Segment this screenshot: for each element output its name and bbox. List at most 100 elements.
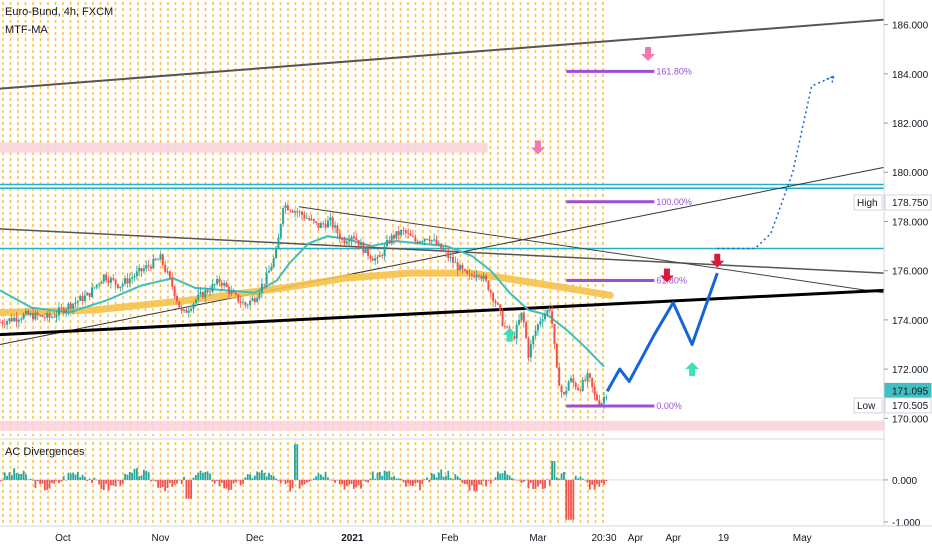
ac-bar: [419, 479, 421, 491]
candles-layer: [0, 201, 608, 410]
ac-bar: [367, 479, 369, 483]
candle-body: [558, 367, 561, 386]
candle-body: [334, 225, 337, 228]
ac-bar: [567, 479, 570, 520]
down-arrow-icon: [659, 268, 674, 283]
candle-body: [357, 240, 360, 246]
symbol-title[interactable]: Euro-Bund, 4h, FXCM: [5, 6, 114, 18]
candle-body: [520, 312, 523, 321]
candle-body: [447, 251, 450, 258]
candle-body: [565, 390, 568, 394]
fib-level-label: 61.80%: [656, 276, 687, 286]
proj-layer: [605, 74, 835, 392]
indicator-label[interactable]: MTF-MA: [5, 24, 48, 36]
ac-bar: [312, 478, 315, 480]
candle-body: [400, 229, 403, 236]
ac-bar: [336, 479, 339, 481]
candle-body: [242, 302, 245, 304]
ac-bar: [124, 473, 126, 480]
ac-bar: [532, 479, 535, 490]
candle-body: [69, 303, 72, 309]
candle-body: [501, 310, 504, 327]
ac-bar: [17, 473, 20, 480]
candle-body: [463, 269, 466, 271]
ac-bar: [579, 476, 582, 480]
ac-bar: [202, 472, 204, 480]
candle-body: [41, 315, 44, 318]
candle-body: [227, 286, 230, 294]
candle-body: [1, 322, 4, 324]
ac-bar: [397, 478, 400, 480]
ac-bar: [109, 479, 112, 486]
ac-bar: [525, 479, 528, 481]
rising-support-trendline: [0, 166, 885, 345]
candle-body: [532, 336, 535, 345]
ac-divergences-label[interactable]: AC Divergences: [5, 446, 85, 458]
ac-bar: [140, 475, 143, 480]
ac-bar: [211, 479, 214, 482]
candle-body: [473, 275, 476, 278]
ac-bar: [25, 474, 27, 480]
candle-body: [418, 241, 421, 244]
candle-body: [244, 302, 247, 306]
candle-body: [574, 382, 577, 388]
candle-body: [322, 223, 325, 225]
candle-body: [128, 278, 131, 284]
ac-bar: [303, 479, 306, 485]
ac-bar: [445, 475, 447, 480]
ac-bar: [98, 479, 100, 485]
candle-body: [338, 233, 341, 240]
candle-body: [173, 286, 176, 296]
ac-bar: [253, 475, 256, 480]
candle-body: [579, 390, 582, 391]
candle-body: [319, 223, 322, 228]
ac-bar: [296, 444, 299, 480]
ac-bar: [475, 479, 478, 492]
candle-body: [270, 266, 273, 271]
ac-bar: [220, 479, 223, 483]
candle-body: [279, 223, 282, 238]
candle-body: [124, 278, 127, 284]
ac-bar: [402, 479, 405, 483]
candle-body: [164, 264, 167, 272]
ac-bar: [386, 471, 388, 480]
candle-body: [487, 280, 490, 291]
candle-body: [109, 277, 112, 283]
candle-body: [513, 336, 516, 339]
ac-bar: [586, 479, 589, 483]
pink-zone: [0, 420, 884, 431]
candle-body: [468, 273, 471, 275]
up-arrow-icon: [502, 327, 517, 342]
candle-body: [522, 312, 525, 323]
ac-bar: [258, 472, 261, 480]
descending-resistance-2-trendline: [298, 206, 885, 294]
ac-bar: [13, 468, 16, 480]
ac-bar: [135, 468, 138, 480]
ac-bar: [518, 479, 520, 481]
candle-body: [503, 326, 506, 327]
ac-bar: [433, 474, 436, 480]
candle-body: [150, 266, 153, 269]
ac-bar: [69, 473, 72, 480]
ac-bar: [426, 477, 428, 480]
x-tick-label: Nov: [152, 533, 170, 544]
descending-resistance-trendline: [0, 228, 885, 274]
candle-body: [192, 303, 195, 309]
candle-body: [555, 343, 558, 368]
ac-bar: [494, 477, 497, 480]
ac-bar: [131, 472, 134, 480]
ac-bar: [81, 474, 84, 480]
candle-body: [83, 295, 86, 302]
x-tick-label: Apr: [628, 533, 644, 544]
candle-body: [154, 258, 157, 260]
ac-bar: [171, 479, 174, 487]
candle-body: [603, 397, 606, 404]
candle-body: [230, 291, 233, 294]
candle-body: [567, 381, 570, 391]
ac-bar: [126, 474, 129, 480]
ac-bar: [154, 479, 157, 482]
ac-bar: [173, 479, 176, 485]
ac-bar: [395, 478, 398, 480]
